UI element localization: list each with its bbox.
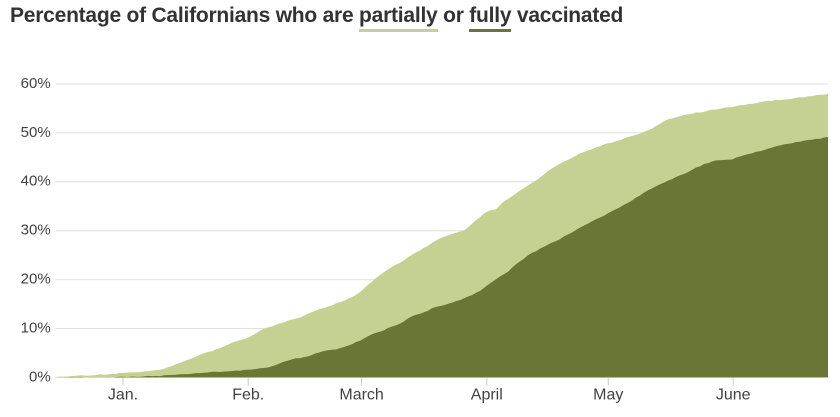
svg-text:30%: 30%	[21, 222, 51, 239]
svg-text:60%: 60%	[21, 75, 51, 92]
svg-text:Feb.: Feb.	[232, 387, 264, 404]
svg-text:April: April	[471, 387, 503, 404]
svg-text:50%: 50%	[21, 124, 51, 141]
svg-text:10%: 10%	[21, 319, 51, 336]
svg-text:Jan.: Jan.	[108, 387, 138, 404]
svg-text:0%: 0%	[29, 368, 51, 385]
svg-text:March: March	[339, 387, 383, 404]
svg-text:40%: 40%	[21, 173, 51, 190]
svg-text:20%: 20%	[21, 271, 51, 288]
svg-text:June: June	[716, 387, 751, 404]
svg-text:May: May	[593, 387, 623, 404]
